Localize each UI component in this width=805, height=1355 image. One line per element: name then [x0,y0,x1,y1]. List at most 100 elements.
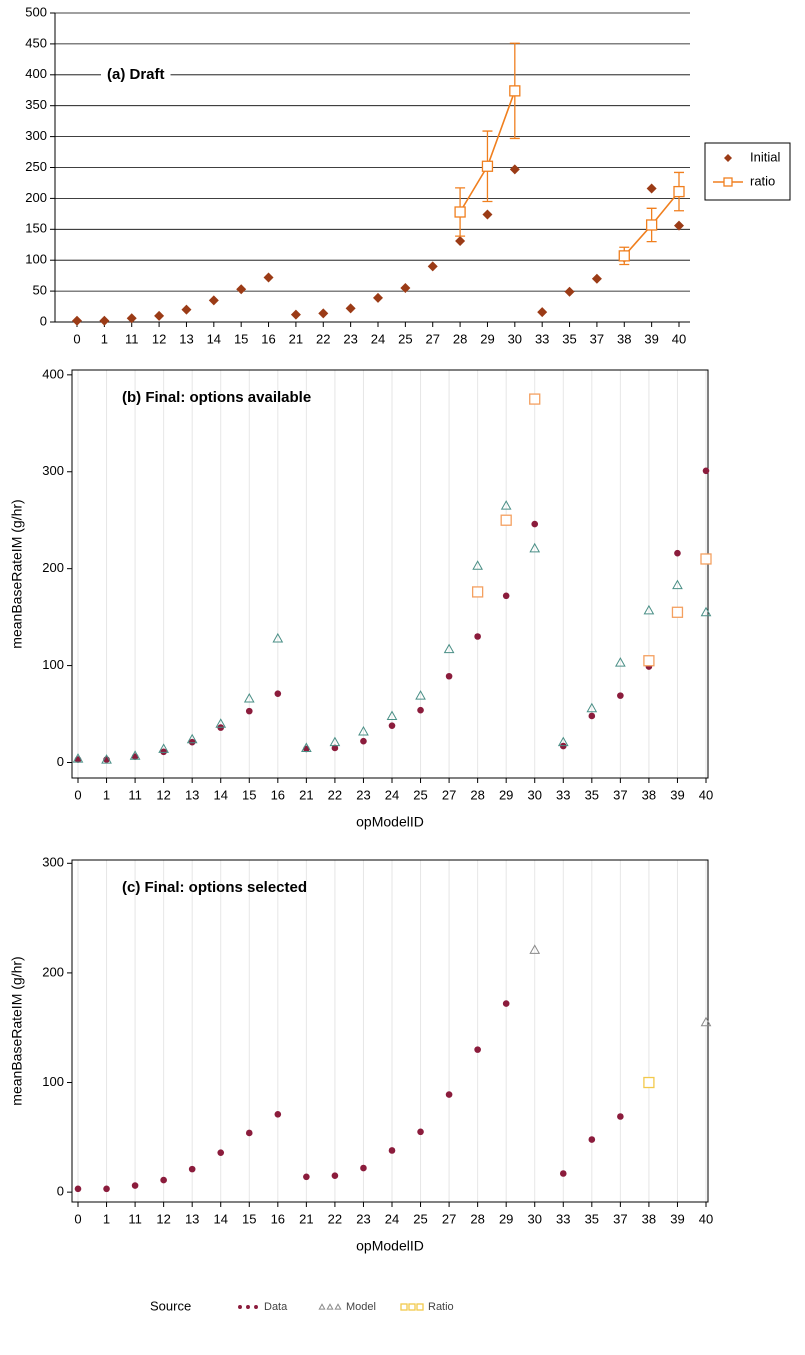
y-tick-label: 50 [33,283,47,298]
x-tick-label: 21 [299,1211,313,1226]
marker [481,160,494,172]
y-tick-label: 100 [25,252,47,267]
x-tick-label: 14 [207,331,221,346]
x-tick-label: 38 [642,1211,656,1226]
marker [386,710,398,720]
x-tick-label: 38 [617,331,631,346]
marker [591,273,602,284]
marker [274,690,282,697]
marker [618,250,630,262]
x-tick-label: 16 [261,331,275,346]
x-tick-label: 27 [425,331,439,346]
y-tick-label: 350 [25,97,47,112]
x-tick-label: 30 [508,331,522,346]
y-tick-label: 0 [40,313,47,328]
x-tick-label: 23 [356,1211,370,1226]
marker [427,261,438,272]
x-tick-label: 23 [343,331,357,346]
x-tick-label: 11 [128,787,142,802]
x-tick-label: 33 [535,331,549,346]
marker [559,1170,567,1177]
marker [646,183,657,194]
x-tick-label: 12 [156,1211,170,1226]
marker [217,1149,225,1156]
marker [400,1303,408,1311]
x-tick-label: 14 [213,1211,227,1226]
x-tick-label: 28 [470,787,484,802]
y-tick-label: 200 [25,190,47,205]
x-tick-label: 39 [670,1211,684,1226]
marker [643,604,655,615]
marker [72,315,82,326]
marker [700,1016,712,1027]
y-tick-label: 300 [25,128,47,143]
marker [331,1172,339,1179]
legend-label: Data [264,1301,288,1313]
marker [263,272,274,283]
marker [529,542,541,553]
marker [158,743,169,753]
x-tick-label: 12 [152,331,166,346]
y-axis-title: meanBaseRateIM (g/hr) [9,499,25,648]
x-tick-label: 13 [185,787,199,802]
marker [617,1113,624,1120]
y-tick-label: 200 [42,964,64,979]
marker [99,315,110,326]
marker [586,702,598,713]
x-tick-label: 22 [328,787,342,802]
x-tick-label: 29 [499,1211,513,1226]
x-tick-label: 37 [613,787,627,802]
x-tick-label: 16 [271,787,285,802]
y-tick-label: 300 [42,463,64,478]
legend-label: ratio [750,173,775,188]
marker [326,1303,334,1310]
marker [188,738,196,746]
x-tick-label: 0 [73,331,80,346]
x-tick-label: 14 [213,787,227,802]
marker [358,725,369,736]
marker [445,672,453,680]
marker [674,549,681,557]
marker [243,693,255,703]
marker [274,1111,282,1118]
marker [415,690,426,700]
marker [373,292,383,303]
marker [502,1000,510,1007]
marker [588,1136,596,1143]
x-tick-label: 15 [234,331,248,346]
marker [129,750,141,760]
marker [154,310,165,321]
x-tick-label: 38 [642,787,656,802]
marker [331,744,339,752]
marker [238,1305,242,1309]
marker [500,500,512,510]
marker [160,1176,167,1184]
x-tick-label: 24 [371,331,385,346]
y-tick-label: 250 [25,159,47,174]
x-tick-label: 1 [103,1211,110,1226]
marker [246,1305,250,1309]
y-tick-label: 100 [42,657,64,672]
marker [208,295,219,306]
y-tick-label: 300 [42,855,64,870]
x-tick-label: 0 [74,787,81,802]
x-tick-label: 21 [289,331,303,346]
x-tick-label: 28 [453,331,467,346]
marker [417,706,424,714]
x-tick-label: 35 [585,787,599,802]
y-tick-label: 450 [25,35,47,50]
marker [455,236,466,247]
marker [531,520,539,528]
x-axis-title: opModelID [356,814,424,830]
marker [236,284,247,295]
marker [301,742,312,752]
y-tick-label: 100 [42,1074,64,1089]
annotation: (b) Final: options available [122,389,311,406]
plot-frame [71,369,709,779]
y-tick-label: 400 [42,366,64,381]
marker [318,308,329,319]
marker [254,1305,258,1309]
